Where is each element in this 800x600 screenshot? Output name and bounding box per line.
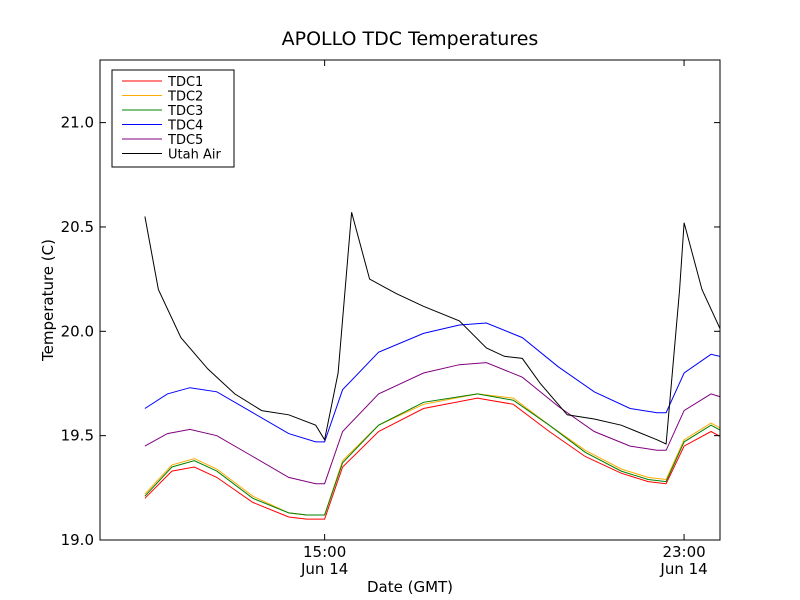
legend-label: TDC1 [167, 75, 203, 90]
x-axis-title: Date (GMT) [367, 578, 453, 596]
legend-label: Utah Air [168, 148, 221, 163]
x-tick-time-label: 15:00 [303, 543, 346, 561]
x-tick-date-label: Jun 14 [659, 560, 707, 578]
legend-label: TDC4 [167, 119, 203, 134]
series-group [144, 212, 720, 520]
series-line-tdc4 [144, 322, 720, 443]
series-line-utah-air [144, 212, 720, 445]
legend-label: TDC5 [167, 133, 203, 148]
legend-label: TDC2 [167, 90, 203, 105]
y-axis-title: Temperature (C) [39, 239, 57, 362]
x-tick-date-label: Jun 14 [300, 560, 348, 578]
chart-title: APOLLO TDC Temperatures [282, 28, 539, 50]
x-tick-time-label: 23:00 [662, 543, 705, 561]
series-line-tdc3 [144, 393, 720, 516]
series-line-tdc5 [144, 362, 720, 485]
series-line-tdc2 [144, 393, 720, 516]
legend-label: TDC3 [167, 104, 203, 119]
plot-frame [99, 59, 721, 541]
y-tick-label: 21.0 [61, 114, 94, 132]
y-tick-label: 20.0 [61, 322, 94, 340]
y-tick-label: 19.5 [61, 427, 94, 445]
y-tick-label: 20.5 [61, 218, 94, 236]
y-tick-label: 19.0 [61, 531, 94, 549]
series-line-tdc1 [144, 397, 720, 520]
legend-box [111, 69, 235, 168]
